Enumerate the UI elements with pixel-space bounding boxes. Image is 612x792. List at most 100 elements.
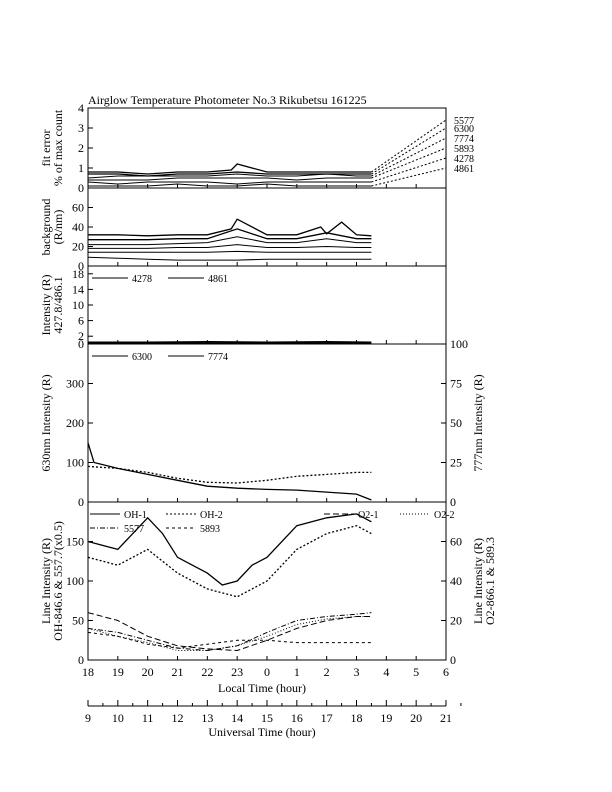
y-tick-label: 0 xyxy=(78,181,84,195)
y-tick-label: 4 xyxy=(78,101,84,115)
y-axis-label: OH-846.6 & 557.7(x0.5) xyxy=(51,521,65,641)
universal-time-tick-label: 20 xyxy=(410,711,422,725)
local-time-tick-label: 0 xyxy=(264,665,270,679)
universal-time-tick-label: 11 xyxy=(142,711,154,725)
legend-label: O2-1 xyxy=(358,510,379,521)
legend-label: OH-1 xyxy=(124,510,147,521)
y-tick-label: 14 xyxy=(72,282,84,296)
y-tick-label: 200 xyxy=(66,416,84,430)
y-right-tick-label: 20 xyxy=(450,614,462,628)
local-time-axis: Local Time (hour) xyxy=(218,681,306,695)
y-tick-label: 0 xyxy=(78,337,84,351)
y-tick-label: 20 xyxy=(72,240,84,254)
y-axis-label: % of max count xyxy=(51,109,65,186)
legend-label: 5893 xyxy=(200,524,220,535)
panel-background: 0 20 40 60 background(R/nm) xyxy=(39,187,447,273)
universal-time-tick-label: 15 xyxy=(261,711,273,725)
figure-title: Airglow Temperature Photometer No.3 Riku… xyxy=(88,93,367,107)
series-line xyxy=(88,218,372,237)
legend-label: O2-2 xyxy=(434,510,455,521)
series-line xyxy=(88,250,372,253)
series-line-5893 xyxy=(88,177,372,181)
series-line-6300 xyxy=(88,171,372,177)
y-axis-label: background xyxy=(39,199,53,256)
legend-label: OH-2 xyxy=(200,510,223,521)
legend-right-label: 6300 xyxy=(454,124,474,135)
panel-fit-error: 0 1 2 3 4 fit error% of max count 557763007774… xyxy=(39,101,474,195)
local-time-tick-label: 23 xyxy=(231,665,243,679)
extrapolation-line xyxy=(371,127,447,175)
legend-right-label: 4861 xyxy=(454,164,474,175)
y-tick-label: 18 xyxy=(72,267,84,281)
y-right-axis-label: 777nm Intensity (R) xyxy=(471,374,485,471)
local-time-tick-label: 1 xyxy=(294,665,300,679)
y-tick-label: 40 xyxy=(72,220,84,234)
y-right-tick-label: 25 xyxy=(450,456,462,470)
y-tick-label: 6 xyxy=(78,314,84,328)
series-line-5577 xyxy=(88,163,372,175)
universal-time-tick-label: 12 xyxy=(172,711,184,725)
local-time-tick-label: 18 xyxy=(82,665,94,679)
y-axis-label: (R/nm) xyxy=(51,210,65,245)
series-line-5893 xyxy=(87,631,372,649)
series-line-7774 xyxy=(87,173,372,179)
extrapolation-line xyxy=(371,147,447,179)
local-time-tick-label: 19 xyxy=(112,665,124,679)
legend-right-label: 5893 xyxy=(454,144,474,155)
y-tick-label: 1 xyxy=(78,161,84,175)
local-time-tick-label: 4 xyxy=(383,665,389,679)
legend-label: 7774 xyxy=(208,352,228,363)
y-axis-label: fit error xyxy=(39,130,53,167)
series-line-OH-2 xyxy=(87,525,372,598)
local-time-tick-label: 20 xyxy=(142,665,154,679)
local-time-tick-label: 5 xyxy=(413,665,419,679)
y-axis-label: 427.8/486.1 xyxy=(51,276,65,333)
y-axis-label: Line Intensity (R) xyxy=(39,538,53,624)
local-time-tick-label: 22 xyxy=(201,665,213,679)
y-tick-label: 10 xyxy=(72,298,84,312)
panel-frame xyxy=(87,187,447,267)
legend-label: 4861 xyxy=(208,274,228,285)
y-tick-label: 2 xyxy=(78,329,84,343)
series-line xyxy=(88,236,372,246)
legend-label: 6300 xyxy=(132,352,152,363)
series-line xyxy=(88,228,372,241)
panel-630/777: 0 100 200 300 0 25 50 75 100 777nm Intensity (R) 6… xyxy=(39,337,485,509)
extrapolation-line xyxy=(371,119,447,173)
legend-right-label: 4278 xyxy=(454,154,474,165)
y-tick-label: 3 xyxy=(78,121,84,135)
universal-time-tick-label: 9 xyxy=(85,711,91,725)
y-tick-label: 2 xyxy=(78,141,84,155)
y-tick-label: 0 xyxy=(78,259,84,273)
legend-right-label: 7774 xyxy=(454,134,474,145)
y-axis-label: Intensity (R) xyxy=(39,275,53,336)
local-time-tick-label: 21 xyxy=(172,665,184,679)
local-time-tick-label: 2 xyxy=(324,665,330,679)
series-line-6300 xyxy=(87,442,372,501)
series-line-7774 xyxy=(87,465,372,484)
y-right-tick-label: 40 xyxy=(450,574,462,588)
universal-time-axis: Universal Time (hour) xyxy=(208,725,315,739)
universal-time-tick-label: 14 xyxy=(231,711,243,725)
series-line-O2-2 xyxy=(87,616,372,651)
y-tick-label: 300 xyxy=(66,377,84,391)
y-right-tick-label: 100 xyxy=(450,337,468,351)
y-axis-label: 630nm Intensity (R) xyxy=(39,374,53,471)
universal-time-tick-label: 16 xyxy=(291,711,303,725)
series-line-O2-1 xyxy=(87,612,372,652)
extrapolation-line xyxy=(371,137,447,177)
extrapolation-line xyxy=(371,157,447,183)
series-line-4278 xyxy=(87,181,372,185)
universal-time-axis-label: Universal Time (hour) xyxy=(208,725,315,739)
y-tick-label: 60 xyxy=(72,201,84,215)
universal-time-tick-label: 18 xyxy=(351,711,363,725)
legend-right-label: 5577 xyxy=(454,116,474,127)
local-time-tick-label: 6 xyxy=(443,665,449,679)
universal-time-tick-label: 19 xyxy=(380,711,392,725)
universal-time-tick-label: 17 xyxy=(321,711,333,725)
y-right-tick-label: 0 xyxy=(450,653,456,667)
y-tick-label: 100 xyxy=(66,574,84,588)
y-right-tick-label: 50 xyxy=(450,416,462,430)
